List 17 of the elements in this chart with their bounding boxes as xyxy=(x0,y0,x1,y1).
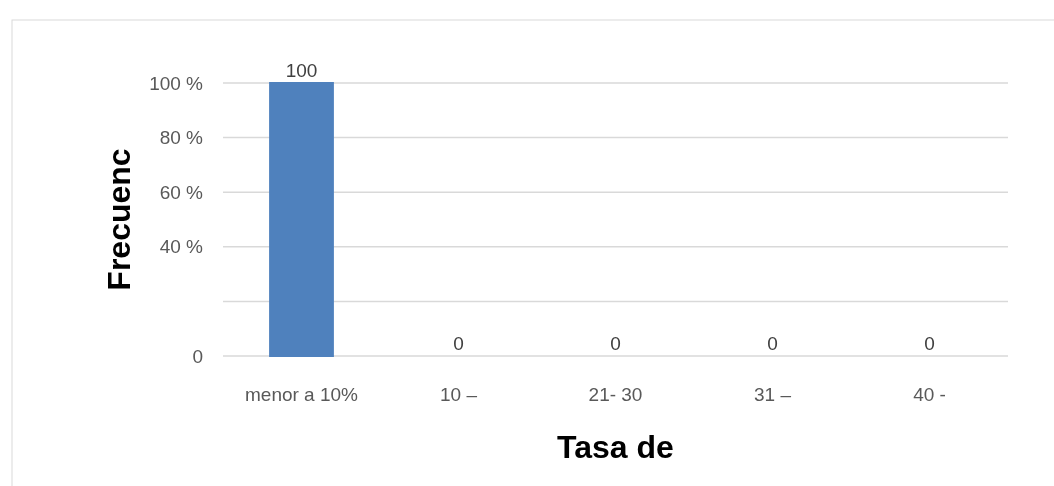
x-tick-label: 40 - xyxy=(913,384,946,405)
y-tick-label: 60 % xyxy=(159,181,204,203)
x-tick-label: 31 – xyxy=(754,384,792,405)
x-tick-label: 10 – xyxy=(440,384,478,405)
data-label: 0 xyxy=(767,333,778,354)
data-label: 0 xyxy=(453,333,464,354)
y-tick-label: 80 % xyxy=(159,127,204,149)
x-tick-label: 21- 30 xyxy=(588,384,643,405)
y-tick-label: 40 % xyxy=(159,236,204,258)
data-label: 100 xyxy=(285,60,318,81)
data-label: 0 xyxy=(924,333,935,354)
x-tick-label: menor a 10% xyxy=(244,384,359,405)
y-axis-title: Frecuenc xyxy=(101,148,137,291)
y-tick-label: 100 % xyxy=(149,72,204,94)
y-tick-label: 0 xyxy=(192,345,203,367)
x-axis-title: Tasa de xyxy=(557,429,674,465)
data-label: 0 xyxy=(610,333,621,354)
